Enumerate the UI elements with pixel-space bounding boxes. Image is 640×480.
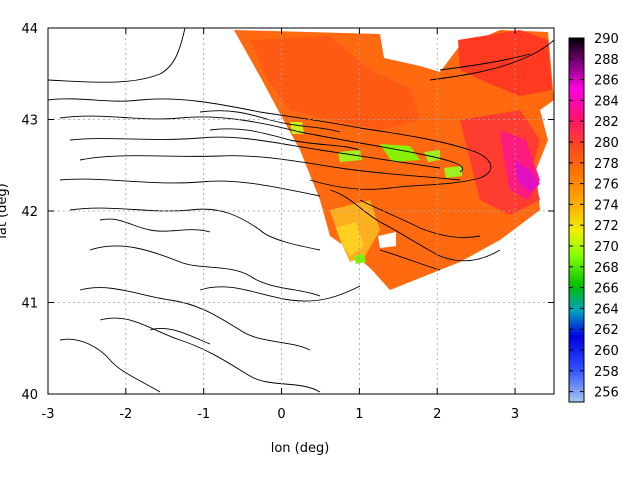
contour-lines	[48, 28, 554, 393]
x-tick-label: -1	[197, 407, 210, 422]
heatmap-patch-green-2	[338, 150, 362, 162]
colorbar-tick-label: 284	[594, 94, 619, 109]
heatmap-gap-north	[384, 30, 460, 62]
heatmap-patch-green-3	[424, 150, 440, 162]
heatmap-patch-green-6	[354, 254, 366, 264]
heatmap-region-magenta	[514, 160, 540, 192]
colorbar-tick-label: 274	[594, 198, 619, 213]
colorbar-tick-label: 262	[594, 323, 619, 338]
contour-13	[359, 199, 481, 239]
heatmap-patch-green-4	[444, 166, 462, 178]
contour-20	[149, 327, 211, 345]
colorbar-tick-label: 260	[594, 344, 619, 359]
contour-19	[99, 218, 211, 233]
contour-3	[69, 136, 441, 169]
contour-5	[59, 178, 321, 197]
colorbar-tick-label: 266	[594, 282, 619, 297]
colorbar-tick-label: 282	[594, 115, 619, 130]
colorbar-tick-label: 286	[594, 74, 619, 89]
x-tick-labels: -3 -2 -1 0 1 2 3	[42, 407, 520, 422]
colorbar-tick-label: 288	[594, 53, 619, 68]
contour-11	[199, 285, 361, 302]
colorbar-tick-label: 290	[594, 32, 619, 47]
x-tick-label: 0	[277, 407, 285, 422]
y-tick-labels: 40 41 42 43 44	[21, 22, 38, 403]
x-tick-label: -2	[119, 407, 132, 422]
contour-7	[89, 245, 321, 297]
y-tick-label: 42	[21, 205, 38, 220]
x-tick-label: 1	[355, 407, 363, 422]
tick-marks	[47, 27, 554, 395]
contour-8	[79, 287, 311, 351]
colorbar-tick-label: 264	[594, 302, 619, 317]
colorbar-tick-label: 270	[594, 240, 619, 255]
contour-coast	[48, 28, 186, 83]
y-tick-label: 41	[21, 297, 38, 312]
contour-4	[79, 155, 461, 181]
y-tick-label: 43	[21, 114, 38, 129]
contour-18	[209, 128, 361, 151]
contour-9	[99, 317, 321, 393]
colorbar-tick-label: 256	[594, 386, 619, 401]
contour-15	[429, 39, 554, 81]
contour-12	[329, 189, 501, 262]
x-axis-title: lon (deg)	[271, 441, 330, 456]
colorbar-tick-label: 268	[594, 261, 619, 276]
contour-16	[439, 53, 531, 71]
heatmap-region-south-yellow	[336, 222, 364, 256]
contour-1	[48, 98, 492, 190]
colorbar-ticks: 256 258 260 262 264 266 268 270 272 274 276 278 280 2…	[569, 32, 619, 401]
heatmap-region-northeast	[458, 30, 552, 96]
contour-10	[59, 338, 161, 393]
x-tick-label: -3	[42, 407, 55, 422]
y-tick-label: 40	[21, 388, 38, 403]
colorbar	[568, 37, 585, 403]
heatmap-layer	[234, 30, 554, 290]
y-axis-title: lat (deg)	[0, 183, 10, 238]
colorbar-tick-label: 278	[594, 157, 619, 172]
colorbar-tick-label: 280	[594, 136, 619, 151]
heatmap-region-north-core	[250, 36, 420, 130]
x-tick-label: 2	[433, 407, 441, 422]
colorbar-tick-label: 272	[594, 219, 619, 234]
colorbar-tick-label: 258	[594, 365, 619, 380]
contour-17	[199, 110, 341, 133]
grid	[48, 28, 554, 394]
contour-6	[69, 207, 321, 251]
colorbar-tick-label: 276	[594, 178, 619, 193]
heatmap-gap-south	[378, 232, 396, 248]
x-tick-label: 3	[511, 407, 519, 422]
contour-2	[59, 115, 463, 173]
y-tick-label: 44	[21, 22, 38, 37]
contour-14	[379, 249, 441, 271]
